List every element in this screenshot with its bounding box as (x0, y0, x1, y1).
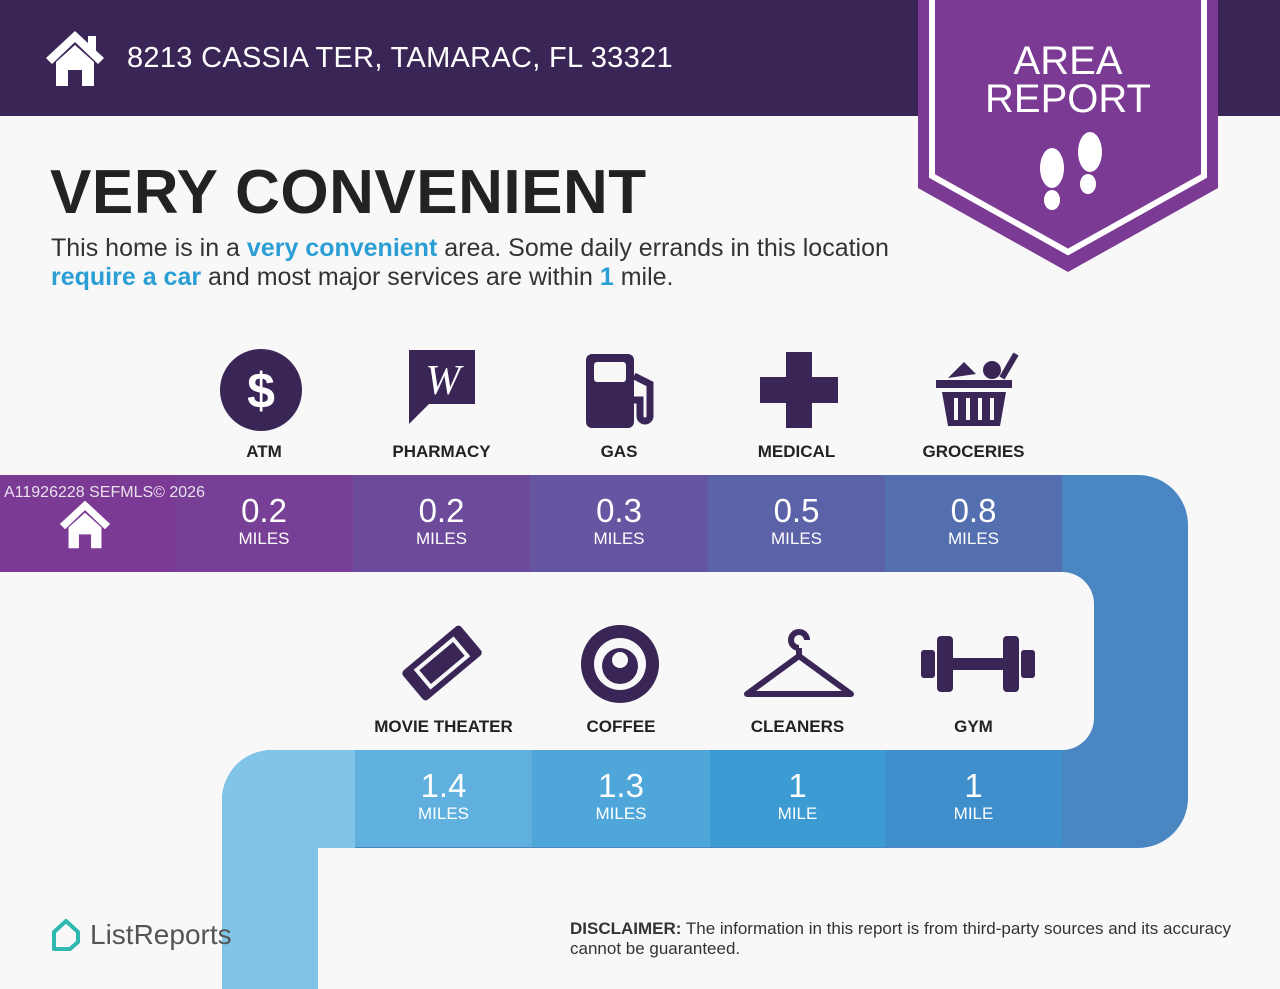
property-address: 8213 CASSIA TER, TAMARAC, FL 33321 (127, 42, 673, 74)
grocery-basket-icon (936, 352, 1019, 426)
distance-unit: MILES (947, 529, 1000, 548)
watermark: A11926228 SEFMLS© 2026 (4, 484, 205, 501)
disclaimer: DISCLAIMER: The information in this repo… (570, 919, 1232, 958)
distance-unit: MILE (953, 804, 994, 823)
dumbbell-icon (921, 636, 1035, 692)
distance-cell: 0.2 MILES (353, 475, 530, 572)
distance-value: 1 (788, 767, 807, 804)
badge-line2: REPORT (985, 77, 1151, 121)
house-icon (46, 31, 104, 86)
svg-text:$: $ (247, 363, 275, 419)
distance-value: 0.2 (418, 492, 465, 529)
house-icon (59, 500, 111, 549)
distance-cell: 1 MILE (710, 750, 885, 847)
distance-value: 1.3 (598, 767, 644, 804)
medical-cross-icon (760, 352, 838, 428)
distance-value: 0.3 (596, 492, 642, 529)
svg-text:W: W (426, 358, 465, 404)
amenity-label: ATM (246, 442, 282, 461)
distance-unit: MILES (417, 804, 470, 823)
distance-unit: MILES (595, 804, 647, 823)
page-title: VERY CONVENIENT (50, 158, 647, 227)
distance-cell: 1 MILE (885, 750, 1062, 847)
distance-cell: 0.8 MILES (885, 475, 1062, 572)
distance-cell: 1.4 MILES (355, 750, 532, 847)
amenity-label: PHARMACY (392, 442, 491, 461)
amenity-label: GAS (600, 442, 638, 461)
starbucks-icon (581, 625, 659, 703)
ticket-icon (402, 625, 482, 701)
amenity-label: GROCERIES (922, 442, 1025, 461)
distance-value: 1 (964, 767, 983, 804)
distance-cell: 0.2 MILES (175, 475, 353, 572)
distance-cell: 0.3 MILES (530, 475, 708, 572)
distance-cell: 1.3 MILES (532, 750, 710, 847)
walgreens-icon: W (409, 350, 475, 424)
description: This home is in a very convenient area. … (51, 234, 889, 291)
distance-value: 0.8 (950, 492, 997, 529)
distance-value: 0.5 (773, 492, 820, 529)
distance-value: 0.2 (241, 492, 287, 529)
amenity-label: GYM (954, 717, 993, 736)
gas-pump-icon (586, 354, 654, 428)
distance-cell: 0.5 MILES (708, 475, 885, 572)
logo-text: ListReports (90, 919, 232, 950)
distance-unit: MILES (770, 529, 823, 548)
distance-unit: MILES (415, 529, 468, 548)
listreports-logo-icon (52, 919, 80, 951)
distance-unit: MILE (777, 804, 818, 823)
amenity-label: MOVIE THEATER (374, 717, 513, 736)
amenity-label: CLEANERS (750, 717, 845, 736)
amenity-label: COFFEE (586, 717, 656, 736)
distance-unit: MILES (593, 529, 645, 548)
area-report-badge: AREA REPORT (918, 0, 1218, 272)
distance-value: 1.4 (420, 767, 467, 804)
amenity-label: MEDICAL (757, 442, 836, 461)
footprints-icon (1040, 132, 1102, 210)
listreports-logo: ListReports (50, 918, 232, 952)
dollar-icon: $ (220, 349, 302, 431)
hanger-icon (744, 629, 854, 697)
distance-unit: MILES (238, 529, 290, 548)
badge-line1: AREA (1014, 39, 1123, 83)
